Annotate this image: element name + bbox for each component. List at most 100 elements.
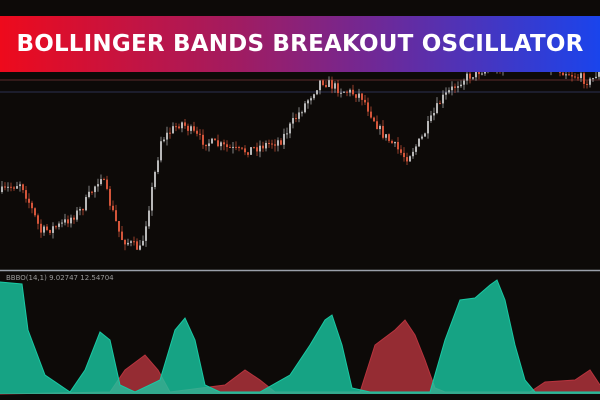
candle-body	[160, 141, 162, 161]
candle-body	[217, 140, 219, 147]
candle-body	[292, 118, 294, 124]
candle-body	[94, 186, 96, 193]
candle-body	[130, 241, 132, 243]
candle-body	[598, 67, 600, 77]
candle-body	[142, 240, 144, 246]
candle-body	[229, 147, 231, 149]
candle-body	[457, 86, 459, 88]
title-banner: BOLLINGER BANDS BREAKOUT OSCILLATOR	[0, 16, 600, 72]
candle-body	[223, 142, 225, 145]
candle-body	[52, 226, 54, 233]
candle-body	[268, 142, 270, 144]
candle-body	[91, 191, 93, 193]
candle-body	[4, 186, 6, 188]
candle-body	[148, 210, 150, 227]
candle-body	[289, 123, 291, 134]
candle-body	[175, 126, 177, 128]
candle-body	[319, 80, 321, 91]
candle-body	[118, 220, 120, 232]
candle-body	[274, 144, 276, 146]
candle-body	[85, 197, 87, 211]
candle-body	[568, 74, 570, 76]
candle-body	[376, 121, 378, 130]
candle-body	[391, 140, 393, 144]
candle-body	[322, 80, 324, 85]
candle-body	[256, 147, 258, 152]
candle-body	[373, 117, 375, 122]
candle-body	[238, 147, 240, 149]
oscillator-bull-area	[0, 280, 600, 394]
candle-body	[22, 184, 24, 191]
candle-body	[127, 242, 129, 245]
candle-body	[40, 223, 42, 233]
candle-body	[214, 138, 216, 141]
candle-body	[571, 75, 573, 77]
candle-body	[463, 80, 465, 85]
candle-body	[397, 142, 399, 150]
candle-body	[121, 231, 123, 240]
candle-body	[205, 144, 207, 147]
candle-body	[406, 157, 408, 162]
candle-body	[187, 125, 189, 131]
candle-body	[37, 215, 39, 224]
candle-body	[352, 89, 354, 95]
candle-body	[220, 142, 222, 147]
candle-body	[241, 147, 243, 149]
candle-body	[70, 217, 72, 224]
candle-body	[355, 94, 357, 98]
candle-body	[271, 143, 273, 145]
candle-body	[298, 112, 300, 119]
indicator-label: BBBO(14,1) 9.02747 12.54704	[6, 274, 114, 282]
candle-body	[304, 103, 306, 113]
candle-body	[211, 138, 213, 144]
candle-body	[55, 226, 57, 228]
candle-body	[415, 146, 417, 152]
candle-body	[19, 184, 21, 187]
candle-body	[454, 86, 456, 88]
candle-body	[592, 78, 594, 80]
candle-body	[181, 122, 183, 129]
candle-body	[286, 133, 288, 135]
candle-body	[301, 112, 303, 114]
candle-body	[100, 179, 102, 185]
candle-body	[46, 226, 48, 230]
oscillator-bear-area-line	[0, 319, 600, 395]
candle-body	[382, 125, 384, 138]
candle-body	[334, 83, 336, 89]
candle-body	[436, 103, 438, 114]
candle-body	[409, 156, 411, 162]
candle-body	[280, 140, 282, 145]
candle-body	[481, 73, 483, 75]
candle-body	[13, 187, 15, 189]
candle-body	[379, 125, 381, 130]
candle-body	[67, 219, 69, 224]
candle-body	[109, 188, 111, 206]
candle-body	[310, 98, 312, 101]
candle-body	[589, 78, 591, 85]
candle-body	[136, 241, 138, 250]
candle-body	[103, 179, 105, 181]
candle-body	[79, 209, 81, 211]
candle-body	[154, 171, 156, 187]
candle-body	[244, 148, 246, 153]
banner-title: BOLLINGER BANDS BREAKOUT OSCILLATOR	[16, 31, 584, 57]
candle-body	[370, 111, 372, 118]
candle-body	[166, 132, 168, 140]
candle-body	[577, 77, 579, 79]
candle-body	[193, 126, 195, 131]
candle-body	[475, 69, 477, 78]
candle-body	[247, 152, 249, 155]
oscillator-bull-area-line	[0, 279, 600, 393]
candle-body	[346, 91, 348, 93]
candle-body	[466, 73, 468, 81]
candle-body	[580, 73, 582, 79]
candle-body	[253, 147, 255, 149]
candle-body	[10, 186, 12, 188]
candle-body	[364, 99, 366, 103]
candle-body	[574, 76, 576, 78]
candle-body	[172, 126, 174, 134]
candle-body	[316, 90, 318, 95]
candle-body	[427, 121, 429, 134]
candle-body	[307, 100, 309, 104]
candle-body	[565, 74, 567, 76]
